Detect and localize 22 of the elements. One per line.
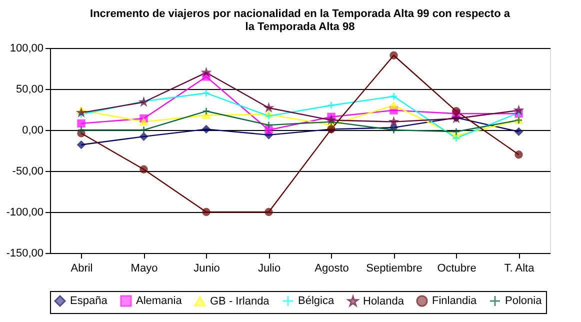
y-tick-label: -100,00 <box>6 206 44 218</box>
x-tick-label: Octubre <box>437 262 476 274</box>
x-tick-label: T. Alta <box>504 262 536 274</box>
legend-label: Alemania <box>136 295 183 307</box>
legend-label: Bélgica <box>298 295 335 307</box>
x-tick-label: Julio <box>258 262 281 274</box>
legend-label: Polonia <box>505 295 543 307</box>
y-tick-label: -150,00 <box>6 248 44 260</box>
x-tick-label: Mayo <box>130 262 158 274</box>
legend-label: Holanda <box>363 295 405 308</box>
x-tick-label: Abril <box>70 262 93 274</box>
y-tick-label: 50,00 <box>16 84 44 96</box>
legend-label: España <box>70 295 108 307</box>
x-tick-label: Agosto <box>314 262 349 274</box>
legend-label: GB - Irlanda <box>210 295 270 308</box>
x-tick-label: Septiembre <box>366 262 422 274</box>
y-tick-label: -50,00 <box>12 166 44 178</box>
y-tick-label: 100,00 <box>10 42 44 54</box>
legend-label: Finlandia <box>432 295 478 307</box>
y-tick-label: 0,00 <box>22 124 44 136</box>
x-tick-label: Junio <box>194 262 220 274</box>
chart-title: Incremento de viajeros por nacionalidad en la Temporada Alta 99 con respecto a la Temporada Alta 98 <box>90 8 511 33</box>
